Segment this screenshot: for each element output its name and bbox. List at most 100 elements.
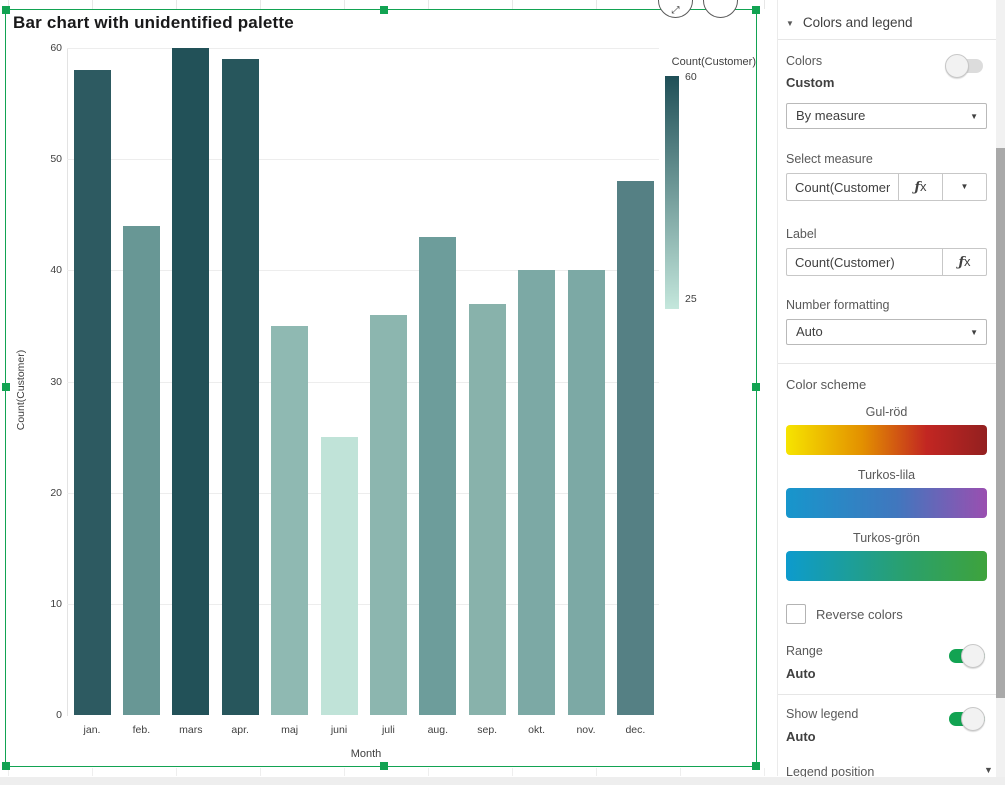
y-tick-label: 30 [50,375,62,388]
gridline [67,159,659,161]
label-input[interactable] [786,248,943,276]
resize-handle-nw[interactable] [2,6,10,14]
x-tick-label: feb. [132,724,151,736]
section-header-colors-and-legend[interactable]: ▼ Colors and legend [778,0,996,40]
reverse-colors-checkbox[interactable] [786,604,806,624]
resize-handle-n[interactable] [380,6,388,14]
gridline [67,270,659,272]
legend-title: Count(Customer) [671,56,756,68]
color-by-dropdown[interactable]: By measure ▼ [786,103,987,129]
number-formatting-label: Number formatting [786,298,890,312]
scheme-swatch-3[interactable] [786,551,987,581]
range-toggle[interactable] [945,644,987,668]
x-tick-label: nov. [576,724,596,736]
select-measure-label: Select measure [786,152,873,166]
panel-scrollbar-thumb[interactable] [996,148,1005,698]
select-measure-input[interactable] [786,173,899,201]
bar-mars[interactable] [172,48,210,715]
measure-dropdown-button[interactable]: ▼ [943,173,987,201]
chevron-down-icon: ▼ [970,112,978,121]
resize-handle-e[interactable] [752,383,760,391]
sheet-grid [0,768,772,776]
y-tick-label: 10 [50,597,62,610]
x-tick-label: juni [330,724,348,736]
x-tick-label: sep. [477,724,498,736]
number-formatting-value: Auto [796,324,823,339]
color-by-value: By measure [796,108,866,123]
bar-nov[interactable] [567,270,605,715]
toggle-knob [945,54,969,78]
y-tick-label: 0 [56,709,62,721]
show-legend-value: Auto [786,729,816,744]
bar-maj[interactable] [271,325,309,715]
bar-sep[interactable] [468,303,506,715]
x-tick-label: aug. [427,724,449,736]
resize-handle-ne[interactable] [752,6,760,14]
bar-jan[interactable] [73,70,111,715]
scheme-name: Turkos-grön [853,531,920,545]
gridline [67,381,659,383]
bar-apr[interactable] [221,59,259,715]
gridline [67,603,659,605]
colors-label: Colors [786,54,823,68]
scheme-swatch-1[interactable] [786,425,987,455]
resize-handle-s[interactable] [380,762,388,770]
bar-feb[interactable] [122,225,160,715]
bar-aug[interactable] [419,236,457,715]
x-tick-label: juli [381,724,395,736]
toggle-knob [961,644,985,668]
range-label: Range [786,644,823,658]
window-bottom-strip [0,777,1005,785]
legend-gradient-bar [665,76,679,309]
y-tick-label: 60 [50,42,62,54]
y-tick-label: 50 [50,153,62,166]
gridline [67,48,659,49]
chevron-down-icon: ▼ [960,182,969,191]
sheet-grid [0,0,772,9]
y-axis-title: Count(Customer) [15,349,27,431]
resize-handle-se[interactable] [752,762,760,770]
resize-handle-sw[interactable] [2,762,10,770]
bar-juli[interactable] [369,314,407,715]
range-value: Auto [786,666,816,681]
y-tick-label: 20 [50,486,62,499]
fx-expression-button[interactable]: ƒx [943,248,987,276]
scroll-down-icon[interactable]: ▼ [984,765,993,775]
bar-okt[interactable] [518,270,556,715]
x-tick-label: mars [179,724,203,736]
show-legend-label: Show legend [786,707,859,721]
bar-juni[interactable] [320,437,358,715]
x-tick-label: apr. [231,724,249,736]
x-tick-label: dec. [625,724,646,736]
color-scheme-label: Color scheme [786,377,867,392]
bar-dec[interactable] [616,181,654,715]
y-tick-label: 40 [50,264,62,277]
fx-expression-button[interactable]: ƒx [899,173,943,201]
toggle-knob [961,707,985,731]
x-axis-title: Month [350,748,382,760]
x-tick-label: okt. [528,724,546,736]
legend-max-label: 60 [685,71,697,83]
color-schemes: Gul-röd Turkos-lila Turkos-grön [786,405,987,581]
legend-min-label: 25 [685,293,697,305]
colors-toggle[interactable] [945,54,987,78]
number-formatting-dropdown[interactable]: Auto ▼ [786,319,987,345]
x-tick-label: maj [281,724,299,736]
x-tick-label: jan. [83,724,101,736]
color-legend: Count(Customer) 60 25 [654,56,758,309]
show-legend-toggle[interactable] [945,707,987,731]
scheme-swatch-2[interactable] [786,488,987,518]
section-header-label: Colors and legend [802,15,913,30]
gridline [67,492,659,494]
scheme-name: Turkos-lila [857,468,916,482]
reverse-colors-label: Reverse colors [816,606,903,622]
scheme-name: Gul-röd [865,405,908,419]
bar-chart-object[interactable]: Bar chart with unidentified palette Coun… [2,6,760,770]
properties-panel: ▼ Colors and legend Colors Custom By meas… [777,0,996,779]
resize-handle-w[interactable] [2,383,10,391]
label-label: Label [786,227,817,241]
chart-title: Bar chart with unidentified palette [13,13,294,32]
legend-position-label: Legend position [786,765,875,779]
panel-scrollbar[interactable] [996,0,1005,785]
